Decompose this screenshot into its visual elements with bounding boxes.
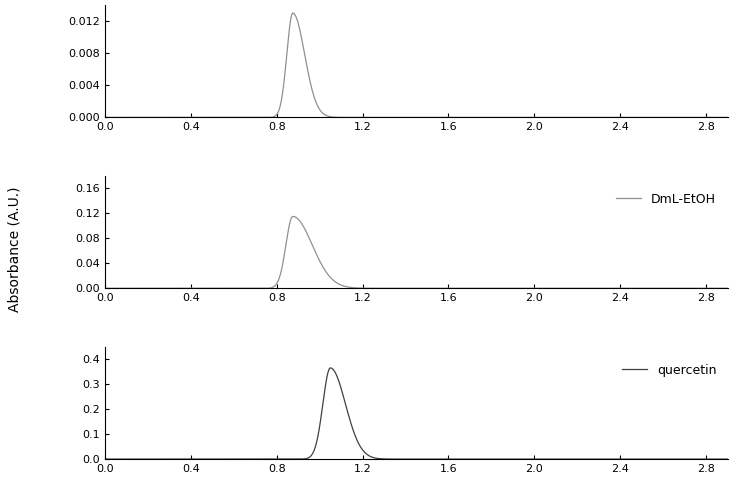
Legend: DmL-EtOH: DmL-EtOH — [611, 188, 722, 211]
Legend: quercetin: quercetin — [616, 359, 722, 382]
Text: Absorbance (A.U.): Absorbance (A.U.) — [8, 187, 22, 312]
